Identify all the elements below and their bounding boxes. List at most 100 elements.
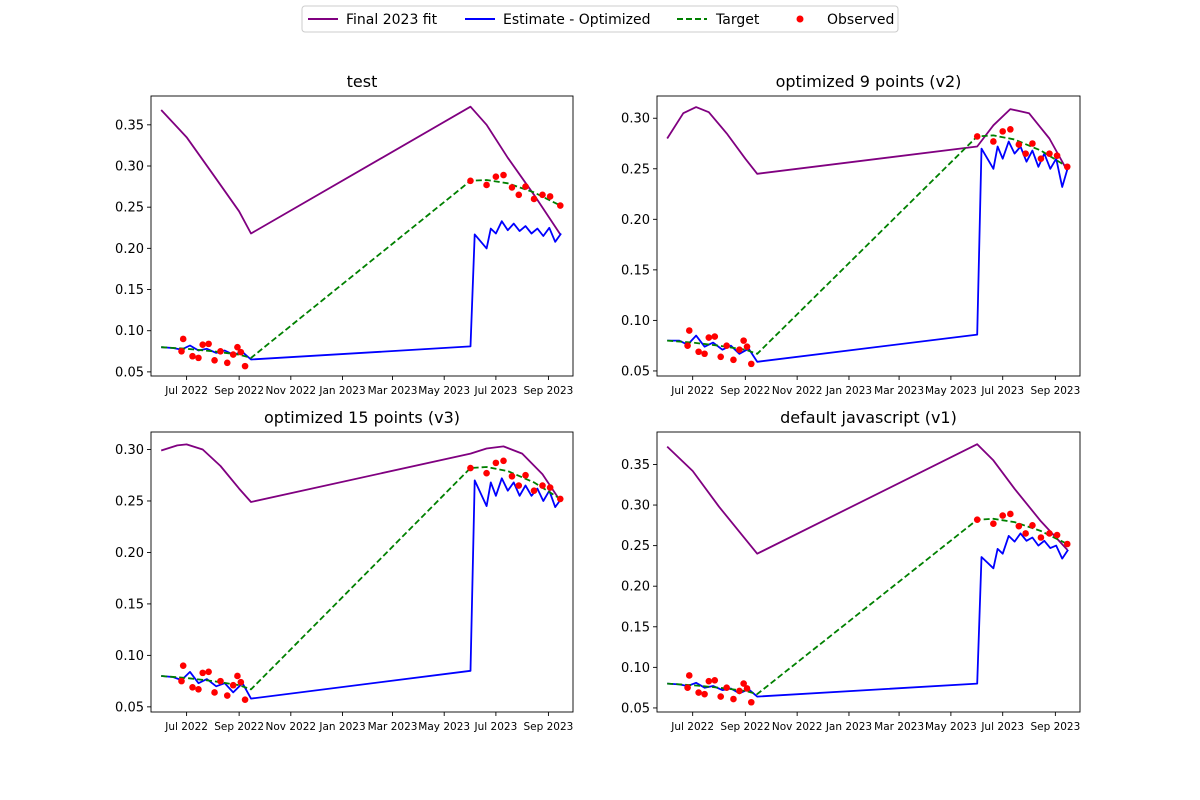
observed-point xyxy=(237,348,245,356)
observed-point xyxy=(556,202,564,209)
observed-point xyxy=(467,464,474,472)
x-tick-label: Sep 2023 xyxy=(523,721,573,733)
x-tick-label: May 2023 xyxy=(418,385,470,397)
x-tick-label: Mar 2023 xyxy=(368,721,418,733)
observed-point xyxy=(500,457,507,465)
observed-point xyxy=(711,677,719,684)
observed-point xyxy=(189,683,196,691)
observed-point xyxy=(229,351,237,358)
observed-point xyxy=(1037,534,1045,541)
observed-point xyxy=(684,342,691,349)
y-tick-label: 0.25 xyxy=(115,201,144,216)
observed-point xyxy=(743,343,751,350)
legend-label-final-fit: Final 2023 fit xyxy=(346,12,438,28)
x-tick-label: Jul 2023 xyxy=(474,721,518,733)
observed-point xyxy=(1046,150,1053,157)
x-tick-label: Mar 2023 xyxy=(874,721,924,733)
observed-point xyxy=(522,183,529,190)
x-tick-label: Jul 2022 xyxy=(164,385,208,397)
x-tick-label: Jan 2023 xyxy=(318,385,365,397)
y-tick-label: 0.20 xyxy=(621,213,650,228)
subplot-4: default javascript (v1) 0.05 0.10 0.15 0.20 0… xyxy=(621,408,1081,733)
observed-point xyxy=(1037,155,1045,162)
observed-point xyxy=(723,684,730,691)
observed-point xyxy=(1029,522,1036,529)
series-line-final-2023-fit xyxy=(160,105,562,235)
x-tick-label: Nov 2022 xyxy=(266,385,317,397)
observed-point xyxy=(179,335,187,343)
observed-point xyxy=(999,512,1007,519)
observed-point xyxy=(1053,531,1061,539)
subplot-title: optimized 9 points (v2) xyxy=(776,72,962,91)
y-tick-label: 0.10 xyxy=(621,661,650,676)
observed-point xyxy=(217,347,224,355)
y-tick-label: 0.25 xyxy=(621,162,650,177)
observed-point xyxy=(740,337,747,344)
y-tick-label: 0.30 xyxy=(621,499,650,514)
observed-point xyxy=(999,128,1007,135)
y-tick-label: 0.05 xyxy=(115,365,144,380)
axes-frame xyxy=(150,431,574,713)
series-line-final-2023-fit xyxy=(160,443,562,503)
x-tick-label: Jul 2022 xyxy=(670,385,714,397)
observed-point xyxy=(1053,152,1061,159)
x-tick-label: Jan 2023 xyxy=(318,721,365,733)
observed-point xyxy=(705,677,713,685)
observed-point xyxy=(1007,126,1014,133)
legend: Final 2023 fit Estimate - Optimized Targ… xyxy=(301,5,899,33)
observed-point xyxy=(1015,522,1023,530)
x-tick-label: Nov 2022 xyxy=(772,721,823,733)
y-tick-label: 0.30 xyxy=(115,160,144,175)
observed-point xyxy=(695,348,702,356)
x-tick-label: May 2023 xyxy=(925,385,977,397)
x-tick-label: Jul 2023 xyxy=(474,385,518,397)
observed-point xyxy=(685,672,693,679)
observed-point xyxy=(508,184,516,191)
observed-point xyxy=(705,334,713,341)
x-tick-label: Sep 2022 xyxy=(720,721,770,733)
x-tick-label: Sep 2022 xyxy=(214,385,264,397)
observed-point xyxy=(508,472,516,480)
observed-point xyxy=(211,357,218,364)
observed-point xyxy=(492,173,500,181)
x-tick-label: Sep 2022 xyxy=(214,721,264,733)
legend-label-observed: Observed xyxy=(827,12,894,28)
observed-point xyxy=(730,356,737,364)
observed-point xyxy=(217,677,224,685)
observed-point xyxy=(539,191,546,199)
y-tick-label: 0.05 xyxy=(621,701,650,716)
subplot-3: optimized 15 points (v3) 0.05 0.10 0.15 0.20… xyxy=(115,408,574,733)
observed-point xyxy=(234,672,241,680)
y-tick-label: 0.15 xyxy=(621,620,650,635)
observed-point xyxy=(711,333,719,340)
observed-point xyxy=(178,677,185,685)
series-group xyxy=(160,105,564,370)
observed-point xyxy=(515,191,523,199)
observed-point xyxy=(556,495,564,503)
observed-point xyxy=(223,692,231,699)
observed-point xyxy=(1007,510,1014,518)
y-tick-label: 0.35 xyxy=(621,458,650,473)
x-tick-label: Nov 2022 xyxy=(266,721,317,733)
observed-point xyxy=(740,680,747,687)
observed-point xyxy=(701,690,708,698)
observed-point xyxy=(234,343,241,351)
observed-point xyxy=(736,346,743,354)
y-tick-label: 0.30 xyxy=(621,112,650,127)
x-tick-label: Nov 2022 xyxy=(772,385,823,397)
y-tick-label: 0.15 xyxy=(621,263,650,278)
observed-point xyxy=(747,698,755,706)
y-tick-label: 0.20 xyxy=(115,242,144,257)
series-line-final-2023-fit xyxy=(666,106,1069,175)
y-tick-label: 0.20 xyxy=(621,580,650,595)
y-tick-label: 0.25 xyxy=(115,494,144,509)
observed-point xyxy=(483,469,490,477)
observed-point xyxy=(990,138,997,145)
observed-point xyxy=(229,681,237,689)
x-tick-label: Jul 2022 xyxy=(164,721,208,733)
subplots: test 0.05 0.10 0.15 0.20 0.25 0.30 0.35 Jul 2022… xyxy=(115,72,1081,733)
subplot-title: optimized 15 points (v3) xyxy=(264,408,460,427)
observed-point xyxy=(546,484,554,491)
axes-frame xyxy=(656,431,1081,713)
